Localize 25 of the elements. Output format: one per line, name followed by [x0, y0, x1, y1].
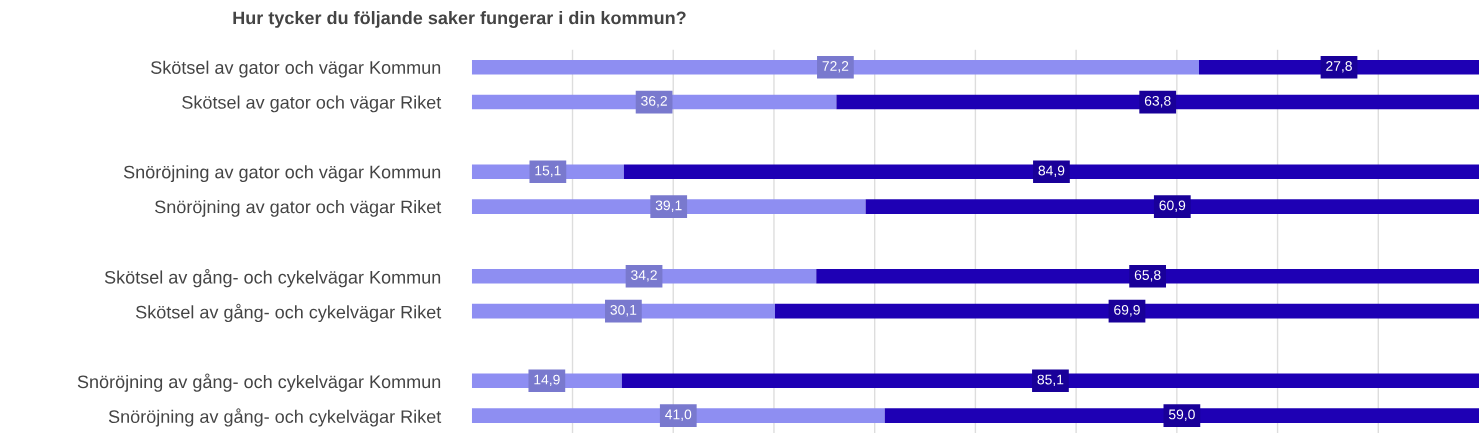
data-label: 15,1	[535, 165, 561, 178]
y-tick-label: Snöröjning av gång- och cykelvägar Riket	[108, 408, 442, 427]
data-label: 41,0	[665, 409, 692, 421]
y-tick-label: Skötsel av gång- och cykelvägar Kommun	[104, 268, 441, 288]
y-tick-label: Snöröjning av gator och vägar Riket	[155, 200, 442, 217]
data-label: 36,2	[641, 95, 667, 108]
data-label: 85,1	[1037, 374, 1064, 387]
y-tick-label: Snöröjning av gator och vägar Kommun	[123, 165, 441, 183]
y-tick-label: Skötsel av gator och vägar Riket	[182, 95, 442, 113]
y-tick-label: Skötsel av gång- och cykelvägar Riket	[135, 303, 442, 323]
data-label: 30,1	[610, 304, 637, 317]
data-label: 63,8	[1144, 95, 1171, 108]
data-label: 34,2	[631, 270, 657, 282]
data-label: 65,8	[1134, 270, 1161, 282]
data-label: 72,2	[822, 61, 849, 73]
data-label: 27,8	[1326, 61, 1352, 73]
data-label: 69,9	[1114, 304, 1140, 317]
data-label: 60,9	[1159, 200, 1186, 212]
chart-title: Hur tycker du följande saker fungerar i din kommun?	[233, 11, 686, 28]
y-tick-label: Snöröjning av gång- och cykelvägar Kommun	[77, 373, 441, 392]
data-label: 59,0	[1168, 409, 1195, 421]
data-label: 84,9	[1038, 165, 1065, 178]
y-tick-label: Skötsel av gator och vägar Kommun	[151, 60, 441, 78]
data-label: 39,1	[655, 200, 682, 212]
data-label: 14,9	[534, 374, 560, 387]
